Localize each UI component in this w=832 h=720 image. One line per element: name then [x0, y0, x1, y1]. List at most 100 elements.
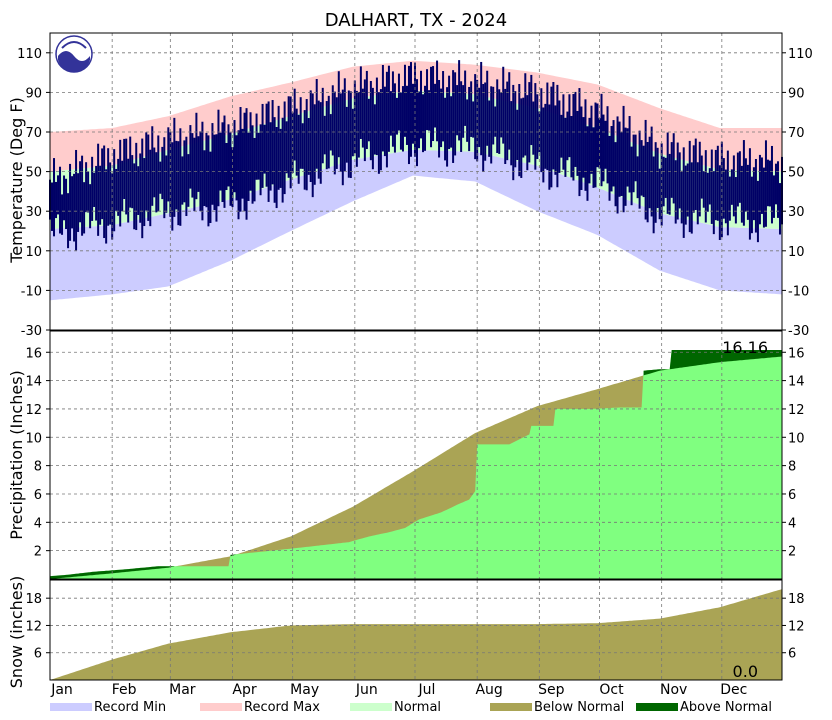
observed-temperature-bar — [287, 96, 290, 178]
observed-temperature-bar — [644, 119, 647, 220]
observed-temperature-bar — [97, 143, 100, 236]
month-label: Feb — [112, 682, 137, 698]
observed-temperature-bar — [359, 66, 362, 140]
observed-temperature-bar — [281, 117, 284, 203]
observed-temperature-bar — [564, 117, 567, 177]
observed-temperature-bar — [452, 70, 455, 163]
precipitation-tick-right: 8 — [788, 460, 796, 475]
observed-temperature-bar — [65, 178, 68, 230]
observed-temperature-bar — [257, 132, 260, 180]
observed-temperature-bar — [778, 183, 781, 235]
observed-temperature-bar — [518, 84, 521, 177]
observed-temperature-bar — [137, 166, 140, 215]
observed-temperature-bar — [438, 79, 441, 158]
observed-temperature-bar — [548, 104, 551, 190]
observed-temperature-bar — [289, 96, 292, 189]
observed-temperature-bar — [81, 155, 84, 236]
observed-temperature-bar — [560, 114, 563, 158]
observed-temperature-bar — [584, 99, 587, 191]
observed-temperature-bar — [245, 108, 248, 220]
observed-temperature-bar — [460, 81, 463, 152]
observed-temperature-bar — [694, 138, 697, 210]
observed-temperature-bar — [734, 177, 737, 224]
observed-temperature-bar — [614, 142, 617, 207]
observed-temperature-bar — [59, 166, 62, 234]
observed-temperature-bar — [239, 107, 242, 212]
observed-temperature-bar — [754, 159, 757, 233]
observed-temperature-bar — [632, 134, 635, 193]
observed-temperature-bar — [393, 83, 396, 153]
observed-temperature-bar — [223, 115, 226, 208]
observed-temperature-bar — [263, 124, 266, 174]
observed-temperature-bar — [131, 155, 134, 209]
precipitation-tick-left: 4 — [34, 516, 42, 531]
observed-temperature-bar — [612, 120, 615, 187]
observed-temperature-bar — [219, 132, 222, 191]
observed-temperature-bar — [123, 138, 126, 200]
observed-temperature-bar — [89, 184, 92, 229]
legend-swatch — [50, 703, 92, 711]
observed-temperature-bar — [756, 180, 759, 243]
observed-temperature-bar — [478, 87, 481, 148]
observed-temperature-bar — [351, 108, 354, 157]
snow-total-label: 0.0 — [733, 662, 758, 681]
observed-temperature-bar — [235, 135, 238, 201]
observed-temperature-bar — [187, 154, 190, 207]
observed-temperature-bar — [51, 182, 54, 231]
observed-temperature-bar — [67, 193, 70, 249]
precipitation-tick-right: 12 — [788, 403, 805, 418]
observed-temperature-bar — [472, 101, 475, 138]
observed-temperature-bar — [395, 97, 398, 135]
observed-temperature-bar — [179, 128, 182, 226]
observed-temperature-bar — [365, 70, 368, 150]
observed-temperature-bar — [482, 83, 485, 172]
legend-swatch — [350, 703, 392, 711]
observed-temperature-bar — [229, 132, 232, 206]
observed-temperature-bar — [498, 89, 501, 154]
observed-temperature-bar — [610, 126, 613, 192]
observed-temperature-bar — [61, 194, 64, 235]
observed-temperature-bar — [167, 127, 170, 202]
observed-temperature-bar — [528, 82, 531, 163]
observed-temperature-bar — [201, 121, 204, 221]
observed-temperature-bar — [702, 171, 705, 208]
observed-temperature-bar — [502, 66, 505, 144]
observed-temperature-bar — [173, 117, 176, 217]
observed-temperature-bar — [405, 85, 408, 145]
observed-temperature-bar — [530, 74, 533, 146]
observed-temperature-bar — [163, 137, 166, 219]
observed-temperature-bar — [418, 91, 421, 149]
observed-temperature-bar — [191, 133, 194, 198]
observed-temperature-bar — [175, 140, 178, 210]
precipitation-tick-left: 10 — [25, 431, 42, 446]
observed-temperature-bar — [251, 125, 254, 204]
observed-temperature-bar — [193, 137, 196, 212]
observed-temperature-bar — [594, 102, 597, 188]
observed-temperature-bar — [440, 88, 443, 148]
observed-temperature-bar — [656, 147, 659, 208]
observed-temperature-bar — [323, 115, 326, 155]
observed-temperature-bar — [389, 91, 392, 136]
observed-temperature-bar — [303, 110, 306, 190]
observed-temperature-bar — [377, 92, 380, 174]
observed-temperature-bar — [119, 139, 122, 227]
observed-temperature-bar — [668, 153, 671, 215]
observed-temperature-bar — [165, 155, 168, 213]
observed-temperature-bar — [57, 175, 60, 215]
observed-temperature-bar — [349, 91, 352, 179]
observed-temperature-bar — [105, 169, 108, 244]
observed-temperature-bar — [496, 79, 499, 153]
month-label: Jun — [355, 682, 378, 698]
observed-temperature-bar — [399, 92, 402, 150]
observed-temperature-bar — [654, 142, 657, 223]
observed-temperature-bar — [361, 88, 364, 148]
observed-temperature-bar — [500, 92, 503, 138]
observed-temperature-bar — [265, 103, 268, 187]
temperature-tick-left: -10 — [21, 284, 42, 299]
observed-temperature-bar — [474, 74, 477, 160]
observed-temperature-bar — [432, 66, 435, 142]
observed-temperature-bar — [181, 156, 184, 205]
precipitation-axis-label: Precipitation (Inches) — [7, 370, 26, 540]
observed-temperature-bar — [596, 103, 599, 168]
precipitation-tick-left: 8 — [34, 460, 42, 475]
